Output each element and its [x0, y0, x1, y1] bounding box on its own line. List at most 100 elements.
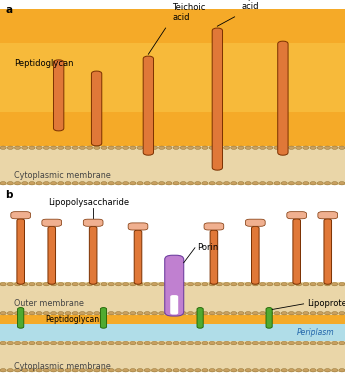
- Text: a: a: [5, 5, 12, 15]
- Circle shape: [79, 146, 86, 149]
- Circle shape: [58, 369, 64, 372]
- Circle shape: [238, 341, 244, 345]
- FancyBboxPatch shape: [278, 41, 288, 155]
- Circle shape: [317, 282, 323, 286]
- Circle shape: [87, 312, 93, 315]
- Circle shape: [94, 182, 100, 185]
- Circle shape: [180, 282, 186, 286]
- Bar: [0, 315, 345, 325]
- Circle shape: [281, 146, 287, 149]
- Circle shape: [0, 369, 6, 372]
- FancyBboxPatch shape: [17, 219, 24, 284]
- Circle shape: [22, 369, 28, 372]
- Circle shape: [296, 312, 302, 315]
- Text: Cytoplasmic membrane: Cytoplasmic membrane: [14, 362, 110, 371]
- Circle shape: [50, 182, 57, 185]
- Text: Peptidoglycan: Peptidoglycan: [45, 315, 99, 324]
- Circle shape: [339, 341, 345, 345]
- Circle shape: [288, 341, 295, 345]
- FancyBboxPatch shape: [212, 28, 223, 170]
- Circle shape: [310, 182, 316, 185]
- Circle shape: [267, 282, 273, 286]
- Bar: [0, 146, 345, 185]
- Circle shape: [166, 146, 172, 149]
- Circle shape: [166, 312, 172, 315]
- FancyBboxPatch shape: [91, 71, 102, 146]
- FancyBboxPatch shape: [53, 60, 64, 131]
- Text: Lipoprotein: Lipoprotein: [307, 299, 345, 309]
- Circle shape: [317, 312, 323, 315]
- Circle shape: [108, 341, 114, 345]
- Circle shape: [324, 312, 331, 315]
- Text: Lipopolysaccharide: Lipopolysaccharide: [48, 198, 129, 207]
- Circle shape: [288, 312, 295, 315]
- Circle shape: [108, 312, 114, 315]
- Circle shape: [43, 282, 49, 286]
- Circle shape: [310, 312, 316, 315]
- Text: Cytoplasmic membrane: Cytoplasmic membrane: [14, 171, 110, 180]
- Circle shape: [173, 312, 179, 315]
- Circle shape: [202, 146, 208, 149]
- Circle shape: [130, 312, 136, 315]
- Circle shape: [36, 341, 42, 345]
- Circle shape: [7, 182, 13, 185]
- Circle shape: [58, 282, 64, 286]
- Circle shape: [339, 312, 345, 315]
- Circle shape: [259, 369, 266, 372]
- Circle shape: [50, 312, 57, 315]
- FancyBboxPatch shape: [89, 226, 97, 284]
- FancyBboxPatch shape: [324, 219, 332, 284]
- Circle shape: [288, 282, 295, 286]
- Circle shape: [209, 369, 215, 372]
- Circle shape: [281, 369, 287, 372]
- Circle shape: [324, 146, 331, 149]
- Circle shape: [22, 312, 28, 315]
- Circle shape: [72, 369, 78, 372]
- Circle shape: [216, 341, 223, 345]
- Circle shape: [122, 146, 129, 149]
- Circle shape: [151, 312, 158, 315]
- Circle shape: [224, 182, 230, 185]
- Bar: [0, 286, 345, 312]
- FancyBboxPatch shape: [100, 307, 107, 328]
- Circle shape: [231, 182, 237, 185]
- Circle shape: [115, 369, 121, 372]
- Circle shape: [245, 341, 251, 345]
- Circle shape: [332, 312, 338, 315]
- Circle shape: [65, 282, 71, 286]
- Circle shape: [144, 182, 150, 185]
- FancyBboxPatch shape: [266, 307, 272, 328]
- Circle shape: [14, 341, 21, 345]
- Circle shape: [252, 282, 258, 286]
- Circle shape: [180, 312, 186, 315]
- FancyBboxPatch shape: [293, 219, 300, 284]
- Text: b: b: [5, 190, 13, 200]
- Circle shape: [187, 182, 194, 185]
- FancyBboxPatch shape: [252, 226, 259, 284]
- Bar: [0, 345, 345, 369]
- Circle shape: [173, 369, 179, 372]
- Circle shape: [195, 312, 201, 315]
- Circle shape: [332, 369, 338, 372]
- Circle shape: [151, 369, 158, 372]
- Circle shape: [281, 312, 287, 315]
- Circle shape: [115, 282, 121, 286]
- Circle shape: [317, 369, 323, 372]
- Circle shape: [101, 369, 107, 372]
- Circle shape: [94, 146, 100, 149]
- Circle shape: [274, 312, 280, 315]
- Circle shape: [324, 282, 331, 286]
- Circle shape: [58, 182, 64, 185]
- Circle shape: [108, 146, 114, 149]
- Circle shape: [195, 146, 201, 149]
- FancyBboxPatch shape: [318, 212, 338, 219]
- Circle shape: [159, 282, 165, 286]
- Circle shape: [130, 369, 136, 372]
- Circle shape: [137, 341, 143, 345]
- FancyBboxPatch shape: [42, 219, 62, 226]
- Circle shape: [144, 146, 150, 149]
- Circle shape: [245, 146, 251, 149]
- Circle shape: [202, 182, 208, 185]
- Circle shape: [195, 182, 201, 185]
- Circle shape: [180, 369, 186, 372]
